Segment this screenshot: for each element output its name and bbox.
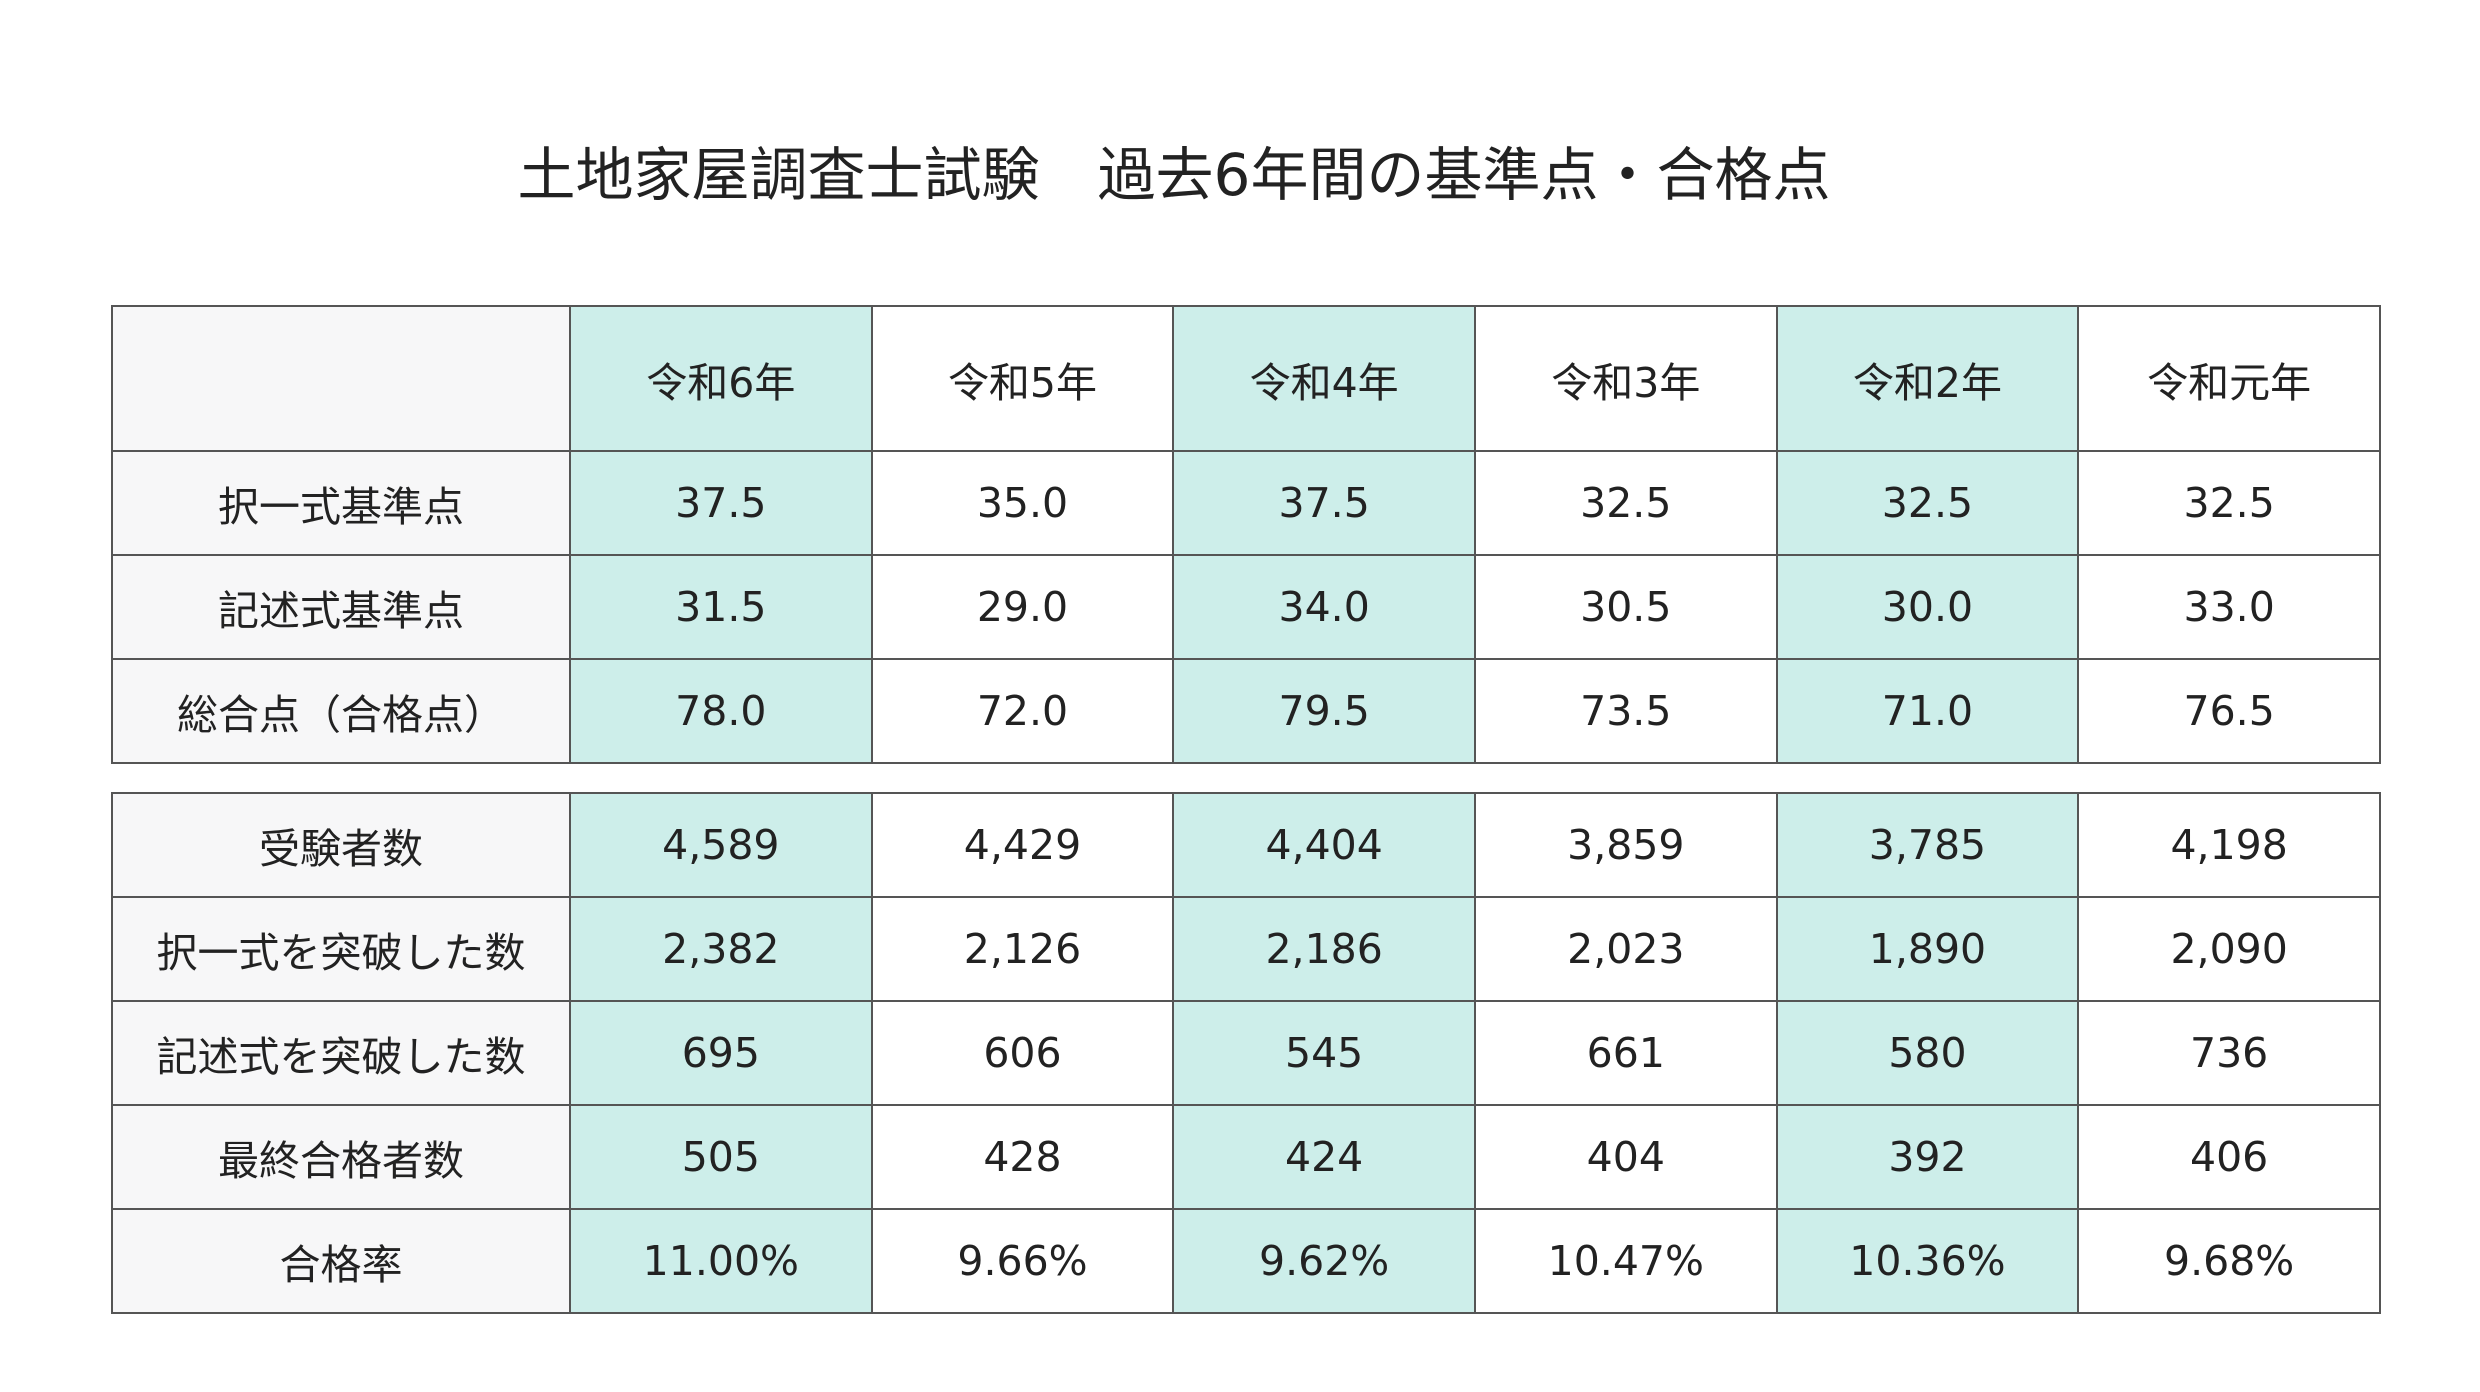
column-header: 令和6年: [569, 305, 873, 452]
value-cell: 72.0: [870, 658, 1175, 764]
value-cell: 2,090: [2077, 896, 2381, 1002]
column-header: 令和4年: [1172, 305, 1476, 452]
value-cell: 11.00%: [569, 1208, 873, 1314]
value-cell: 9.62%: [1172, 1208, 1476, 1314]
column-header: 令和元年: [2077, 305, 2381, 452]
value-cell: 545: [1172, 1000, 1476, 1106]
row-label: 受験者数: [111, 792, 571, 898]
value-cell: 78.0: [569, 658, 873, 764]
value-cell: 30.0: [1775, 554, 2080, 660]
value-cell: 32.5: [1473, 450, 1778, 556]
table-row: 総合点（合格点） 78.0 72.0 79.5 73.5 71.0 76.5: [111, 658, 2381, 764]
value-cell: 424: [1172, 1104, 1476, 1210]
value-cell: 76.5: [2077, 658, 2381, 764]
row-label: 記述式基準点: [111, 554, 571, 660]
value-cell: 32.5: [1775, 450, 2080, 556]
value-cell: 2,023: [1473, 896, 1778, 1002]
value-cell: 34.0: [1172, 554, 1476, 660]
value-cell: 4,429: [870, 792, 1175, 898]
value-cell: 606: [870, 1000, 1175, 1106]
value-cell: 30.5: [1473, 554, 1778, 660]
value-cell: 10.36%: [1775, 1208, 2080, 1314]
value-cell: 2,126: [870, 896, 1175, 1002]
column-header: 令和2年: [1775, 305, 2080, 452]
value-cell: 37.5: [1172, 450, 1476, 556]
value-cell: 73.5: [1473, 658, 1778, 764]
value-cell: 4,198: [2077, 792, 2381, 898]
row-label: 合格率: [111, 1208, 571, 1314]
row-label: 記述式を突破した数: [111, 1000, 571, 1106]
value-cell: 79.5: [1172, 658, 1476, 764]
value-cell: 505: [569, 1104, 873, 1210]
value-cell: 71.0: [1775, 658, 2080, 764]
value-cell: 3,785: [1775, 792, 2080, 898]
value-cell: 4,404: [1172, 792, 1476, 898]
value-cell: 2,382: [569, 896, 873, 1002]
table-row: 択一式を突破した数 2,382 2,126 2,186 2,023 1,890 2,090: [111, 896, 2381, 1002]
row-label: 択一式基準点: [111, 450, 571, 556]
column-header: 令和5年: [870, 305, 1175, 452]
value-cell: 406: [2077, 1104, 2381, 1210]
value-cell: 10.47%: [1473, 1208, 1778, 1314]
value-cell: 3,859: [1473, 792, 1778, 898]
row-label: 総合点（合格点）: [111, 658, 571, 764]
value-cell: 33.0: [2077, 554, 2381, 660]
header-row: 令和6年 令和5年 令和4年 令和3年 令和2年 令和元年: [111, 305, 2381, 452]
value-cell: 736: [2077, 1000, 2381, 1106]
score-table: 令和6年 令和5年 令和4年 令和3年 令和2年 令和元年 択一式基準点 37.5 35.0 37…: [111, 305, 2381, 764]
value-cell: 29.0: [870, 554, 1175, 660]
value-cell: 37.5: [569, 450, 873, 556]
table-row: 記述式を突破した数 695 606 545 661 580 736: [111, 1000, 2381, 1106]
value-cell: 428: [870, 1104, 1175, 1210]
count-table: 受験者数 4,589 4,429 4,404 3,859 3,785 4,198 択一式を突破…: [111, 792, 2381, 1314]
value-cell: 32.5: [2077, 450, 2381, 556]
value-cell: 4,589: [569, 792, 873, 898]
value-cell: 9.66%: [870, 1208, 1175, 1314]
row-label: 択一式を突破した数: [111, 896, 571, 1002]
corner-cell: [111, 305, 571, 452]
title: 土地家屋調査士試験 過去6年間の基準点・合格点: [517, 141, 1831, 209]
value-cell: 31.5: [569, 554, 873, 660]
table-row: 最終合格者数 505 428 424 404 392 406: [111, 1104, 2381, 1210]
table-row: 受験者数 4,589 4,429 4,404 3,859 3,785 4,198: [111, 792, 2381, 898]
table-row: 択一式基準点 37.5 35.0 37.5 32.5 32.5 32.5: [111, 450, 2381, 556]
table-row: 記述式基準点 31.5 29.0 34.0 30.5 30.0 33.0: [111, 554, 2381, 660]
row-label: 最終合格者数: [111, 1104, 571, 1210]
value-cell: 35.0: [870, 450, 1175, 556]
column-header: 令和3年: [1473, 305, 1778, 452]
value-cell: 695: [569, 1000, 873, 1106]
value-cell: 2,186: [1172, 896, 1476, 1002]
value-cell: 404: [1473, 1104, 1778, 1210]
value-cell: 9.68%: [2077, 1208, 2381, 1314]
value-cell: 1,890: [1775, 896, 2080, 1002]
table-row: 合格率 11.00% 9.66% 9.62% 10.47% 10.36% 9.68%: [111, 1208, 2381, 1314]
value-cell: 580: [1775, 1000, 2080, 1106]
value-cell: 392: [1775, 1104, 2080, 1210]
value-cell: 661: [1473, 1000, 1778, 1106]
